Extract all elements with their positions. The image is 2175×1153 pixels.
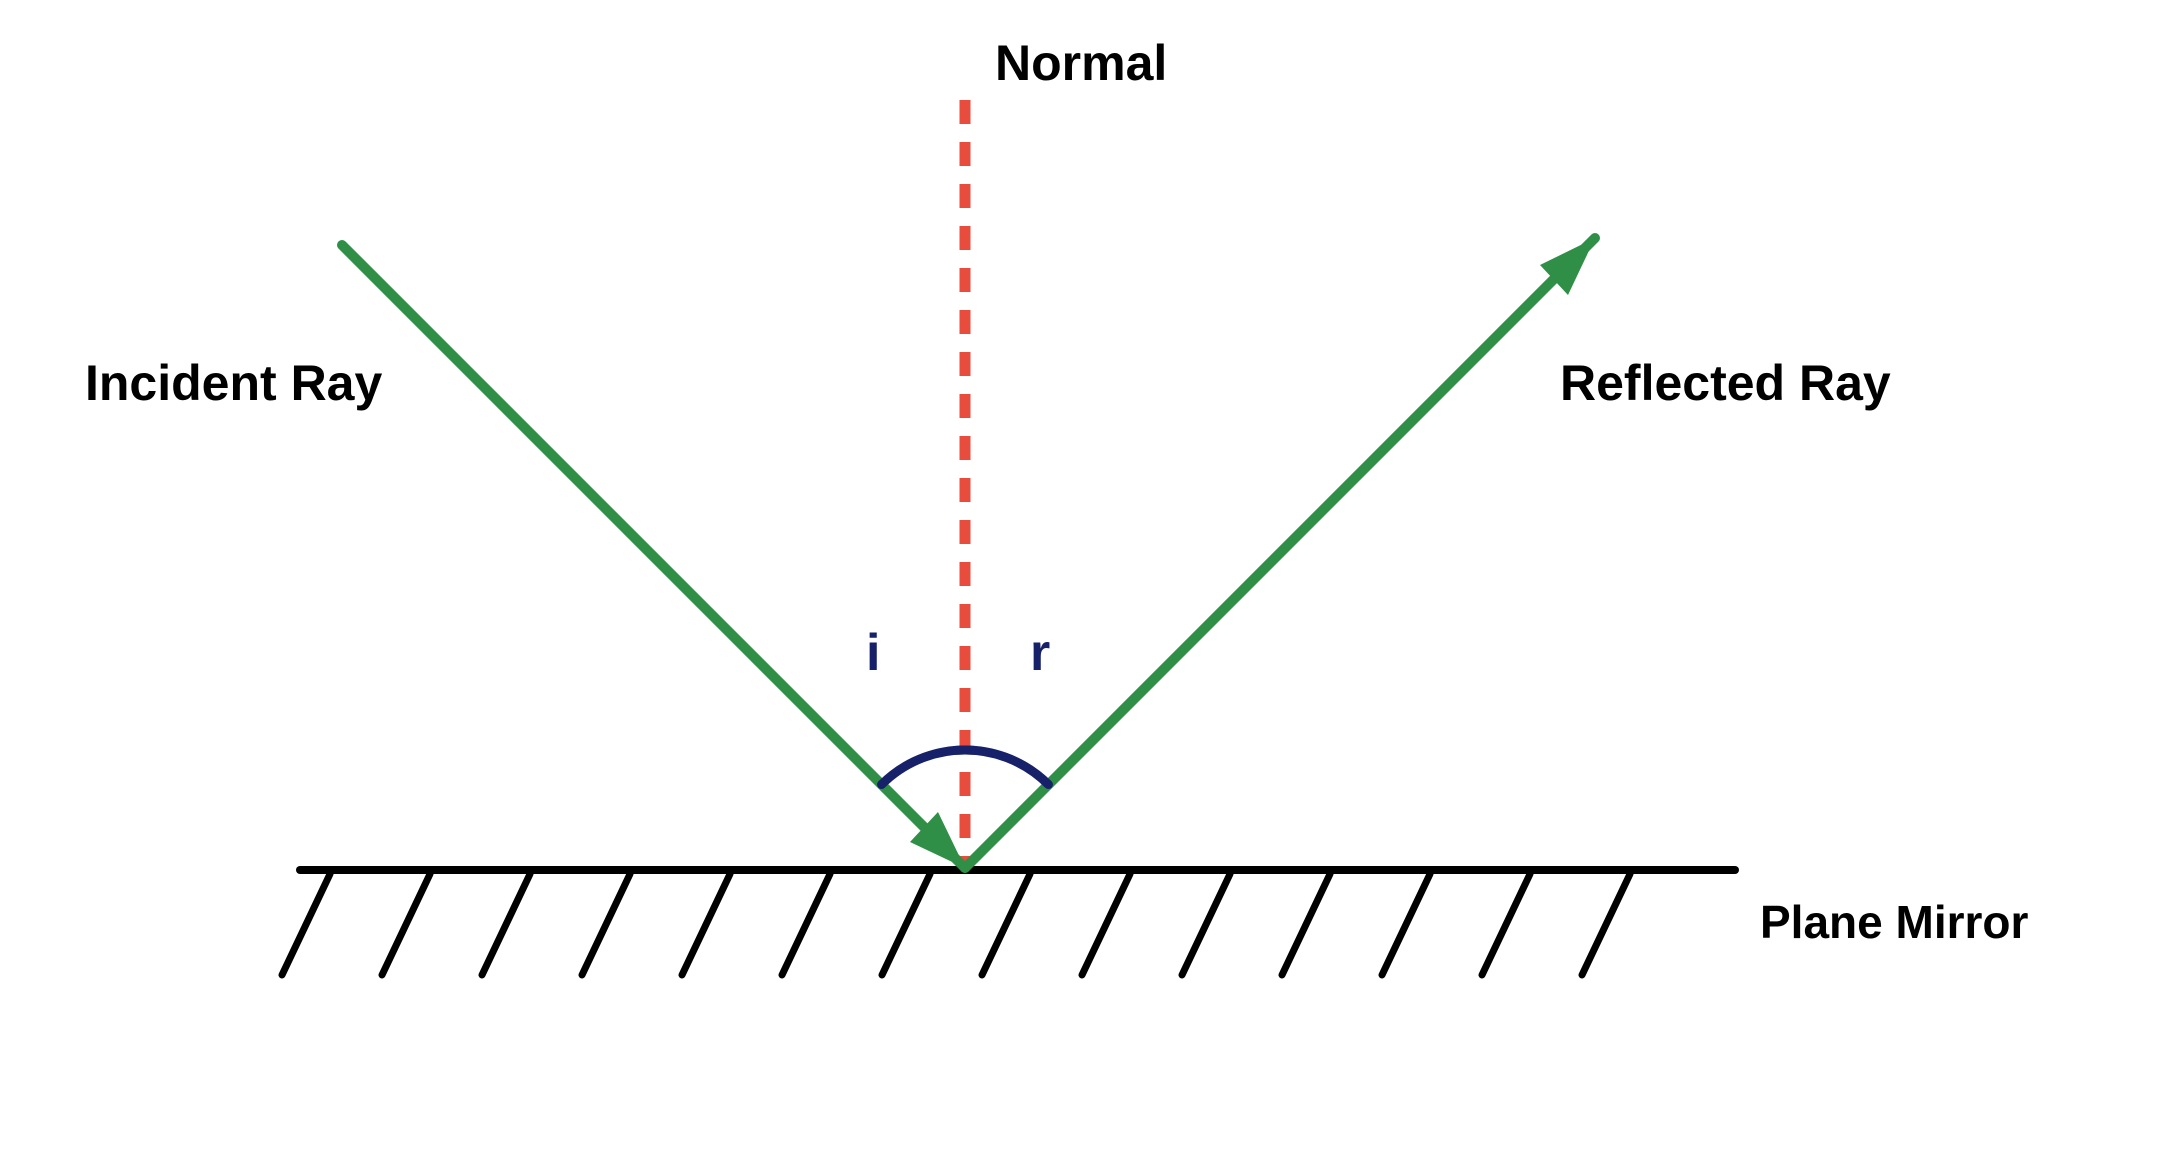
reflected-ray [965, 238, 1595, 868]
plane-mirror [282, 870, 1735, 975]
incident-ray [342, 245, 965, 868]
angle-i-label: i [866, 624, 880, 682]
normal-label: Normal [995, 35, 1167, 91]
incident-ray-label: Incident Ray [85, 355, 382, 411]
reflected-ray-label: Reflected Ray [1560, 355, 1891, 411]
angle-r-label: r [1030, 624, 1050, 682]
reflection-diagram: Normal Incident Ray Reflected Ray Plane … [0, 0, 2175, 1153]
plane-mirror-label: Plane Mirror [1760, 896, 2029, 948]
